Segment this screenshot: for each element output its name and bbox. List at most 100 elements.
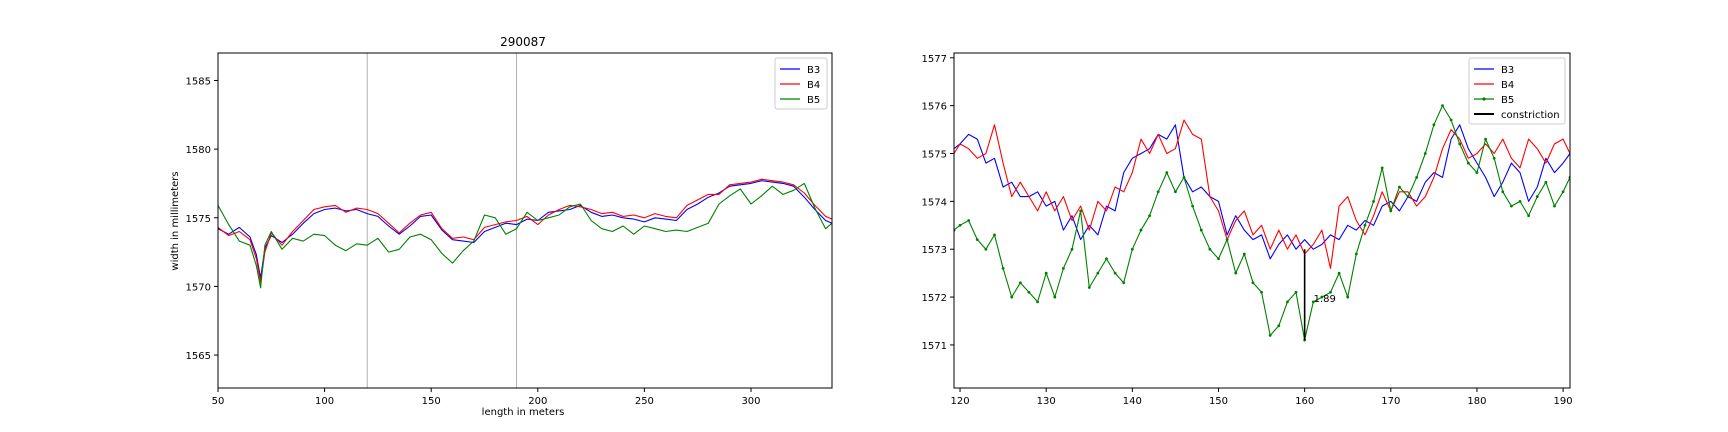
- legend: B3 B4 B5: [774, 57, 828, 110]
- data-point-b5: [1027, 290, 1031, 294]
- series-line-b5: [954, 105, 1570, 341]
- x-tick-label: 190: [1554, 396, 1573, 407]
- y-tick-label: 1575: [922, 150, 947, 161]
- data-point-b5: [1372, 199, 1375, 203]
- x-tick-label: 100: [315, 396, 334, 407]
- data-point-b5: [1087, 286, 1091, 289]
- data-point-b5: [1286, 300, 1289, 304]
- data-point-b5: [1018, 281, 1022, 285]
- data-point-b5: [1079, 209, 1083, 213]
- series-line-b4: [954, 119, 1570, 269]
- legend-box: [774, 57, 828, 110]
- data-point-b5: [1432, 123, 1436, 127]
- data-point-b5: [1406, 195, 1410, 198]
- data-point-b5: [1354, 252, 1358, 256]
- data-point-b5: [1346, 295, 1350, 299]
- data-point-b5: [1441, 104, 1444, 108]
- data-point-b5: [1501, 190, 1505, 194]
- y-tick-label: 1573: [922, 245, 947, 256]
- data-point-b5: [993, 233, 996, 237]
- data-point-b5: [1277, 324, 1281, 328]
- legend-marker: [1482, 97, 1486, 101]
- data-point-b5: [1139, 228, 1143, 232]
- data-point-b5: [975, 238, 979, 242]
- data-point-b5: [1363, 223, 1367, 227]
- legend-label: constriction: [1501, 110, 1560, 121]
- data-point-b5: [1036, 300, 1039, 304]
- legend-label: B5: [1501, 95, 1514, 106]
- legend-label: B3: [807, 65, 820, 76]
- y-tick-label: 1571: [922, 341, 947, 352]
- data-point-b5: [1389, 209, 1393, 213]
- axes-frame: [953, 52, 1571, 389]
- legend-label: B5: [807, 95, 820, 106]
- data-point-b5: [1398, 185, 1401, 189]
- data-point-b5: [1251, 281, 1255, 285]
- series-line-b4: [218, 178, 832, 283]
- x-tick-label: 300: [741, 396, 760, 407]
- data-point-b5: [1156, 190, 1160, 194]
- data-point-b5: [1380, 166, 1384, 170]
- x-tick-label: 150: [422, 396, 441, 407]
- legend-label: B3: [1501, 65, 1514, 76]
- data-point-b5: [1320, 295, 1324, 299]
- data-point-b5: [1199, 228, 1203, 232]
- x-tick-label: 120: [950, 396, 969, 407]
- x-tick-label: 170: [1381, 396, 1400, 407]
- data-point-b5: [1553, 204, 1556, 208]
- x-tick-label: 250: [635, 396, 654, 407]
- data-point-b5: [1329, 290, 1332, 294]
- data-point-b5: [1182, 176, 1186, 179]
- data-point-b5: [984, 247, 988, 251]
- data-point-b5: [1484, 137, 1487, 141]
- x-axis-label: length in meters: [482, 407, 565, 418]
- data-point-b5: [967, 219, 971, 222]
- y-tick-label: 1576: [922, 102, 947, 113]
- data-point-b5: [1268, 333, 1272, 337]
- series-line-b3: [218, 180, 832, 279]
- x-tick-label: 50: [212, 396, 225, 407]
- data-point-b5: [1294, 290, 1298, 294]
- y-axis-label: width in millimeters: [170, 171, 181, 270]
- data-point-b5: [1148, 214, 1151, 218]
- data-point-b5: [1070, 247, 1074, 251]
- data-point-b5: [1044, 271, 1048, 275]
- y-tick-label: 1572: [922, 293, 947, 304]
- series-line-b3: [954, 124, 1570, 260]
- y-tick-label: 1577: [922, 54, 947, 65]
- legend: B3 B4 B5 constriction: [1468, 57, 1566, 125]
- data-point-b5: [958, 223, 962, 227]
- data-point-b5: [1122, 281, 1126, 285]
- data-point-b5: [1165, 171, 1169, 175]
- data-point-b5: [1337, 271, 1341, 275]
- data-point-b5: [1458, 142, 1462, 146]
- data-point-b5: [1423, 152, 1427, 155]
- data-point-b5: [1492, 156, 1496, 160]
- y-tick-label: 1580: [186, 145, 211, 156]
- data-point-b5: [1001, 266, 1005, 270]
- legend-label: B4: [1501, 80, 1514, 91]
- series-line-b5: [218, 182, 832, 289]
- x-tick-label: 160: [1295, 396, 1314, 407]
- legend-box: [1468, 57, 1566, 125]
- data-point-b5: [1466, 161, 1470, 165]
- data-point-b5: [1062, 266, 1065, 270]
- data-point-b5: [1234, 271, 1238, 275]
- x-tick-label: 200: [528, 396, 547, 407]
- data-point-b5: [1242, 252, 1246, 256]
- data-point-b5: [1053, 295, 1057, 299]
- chart-title: 290087: [500, 35, 546, 49]
- data-point-b5: [1449, 118, 1453, 122]
- data-point-b5: [1096, 271, 1100, 275]
- data-point-b5: [1113, 271, 1117, 275]
- data-point-b5: [1561, 190, 1565, 194]
- data-point-b5: [1510, 204, 1513, 208]
- x-tick-label: 180: [1467, 396, 1486, 407]
- data-point-b5: [1311, 300, 1315, 304]
- legend-label: B4: [807, 80, 820, 91]
- plot-area: [954, 104, 1570, 342]
- y-tick-label: 1585: [186, 76, 211, 87]
- data-point-b5: [1105, 257, 1108, 261]
- data-point-b5: [1544, 180, 1548, 184]
